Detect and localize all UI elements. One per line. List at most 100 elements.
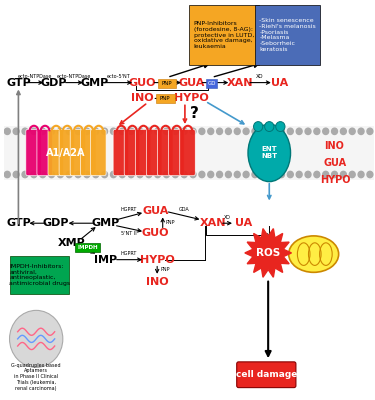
Circle shape	[217, 128, 222, 134]
Circle shape	[4, 171, 10, 178]
Circle shape	[279, 128, 284, 134]
FancyBboxPatch shape	[70, 129, 86, 176]
Circle shape	[199, 128, 205, 134]
Circle shape	[190, 171, 196, 178]
Circle shape	[261, 128, 267, 134]
Circle shape	[155, 128, 160, 134]
Text: PNP: PNP	[160, 268, 170, 272]
FancyBboxPatch shape	[10, 256, 69, 294]
FancyBboxPatch shape	[189, 5, 259, 65]
Circle shape	[332, 128, 338, 134]
FancyBboxPatch shape	[156, 94, 174, 103]
Circle shape	[234, 128, 240, 134]
Circle shape	[261, 171, 267, 178]
Circle shape	[243, 171, 249, 178]
FancyBboxPatch shape	[124, 129, 140, 176]
Circle shape	[75, 171, 81, 178]
Circle shape	[358, 171, 364, 178]
Circle shape	[243, 128, 249, 134]
Text: HYPO: HYPO	[320, 176, 351, 186]
Circle shape	[340, 128, 346, 134]
Circle shape	[31, 128, 37, 134]
FancyBboxPatch shape	[158, 79, 176, 88]
FancyBboxPatch shape	[158, 129, 173, 176]
Circle shape	[270, 128, 276, 134]
Text: IMP: IMP	[94, 255, 117, 265]
Circle shape	[66, 171, 72, 178]
Text: UA: UA	[271, 78, 288, 88]
Polygon shape	[245, 228, 291, 277]
Circle shape	[102, 128, 108, 134]
Text: XAN: XAN	[200, 218, 226, 228]
Circle shape	[305, 128, 311, 134]
Circle shape	[111, 171, 116, 178]
Circle shape	[332, 171, 338, 178]
Text: GUO: GUO	[129, 78, 156, 88]
Circle shape	[22, 171, 28, 178]
Text: HGPRT: HGPRT	[120, 252, 137, 256]
Circle shape	[208, 128, 214, 134]
Text: INO: INO	[146, 277, 168, 287]
Bar	[4, 126, 374, 180]
Text: XO: XO	[224, 215, 231, 220]
Circle shape	[314, 128, 320, 134]
FancyBboxPatch shape	[135, 129, 151, 176]
FancyBboxPatch shape	[26, 129, 41, 176]
Circle shape	[323, 171, 328, 178]
Text: XMP: XMP	[58, 238, 86, 248]
Circle shape	[128, 128, 134, 134]
Circle shape	[155, 171, 160, 178]
Text: GUA: GUA	[178, 78, 205, 88]
Circle shape	[57, 171, 63, 178]
Text: XAN: XAN	[226, 78, 253, 88]
Text: GTP: GTP	[6, 78, 31, 88]
Text: GUA: GUA	[324, 158, 347, 168]
Circle shape	[172, 128, 178, 134]
Circle shape	[287, 128, 293, 134]
Circle shape	[40, 171, 46, 178]
Text: 5'NT II: 5'NT II	[121, 231, 136, 236]
Circle shape	[279, 171, 284, 178]
Circle shape	[146, 171, 152, 178]
Text: A1/A2A: A1/A2A	[46, 148, 86, 158]
Circle shape	[349, 128, 355, 134]
FancyBboxPatch shape	[81, 129, 96, 176]
FancyBboxPatch shape	[37, 129, 52, 176]
Text: HYPO: HYPO	[174, 94, 209, 104]
Text: GUO: GUO	[142, 228, 169, 238]
Circle shape	[199, 171, 205, 178]
Text: INO: INO	[324, 141, 344, 151]
Text: ENT
NBT: ENT NBT	[261, 146, 278, 160]
Text: ecto-NTPDase: ecto-NTPDase	[18, 74, 52, 79]
Text: XO: XO	[256, 74, 264, 79]
Circle shape	[119, 171, 125, 178]
Circle shape	[252, 171, 258, 178]
Text: -Skin senescence
-Riehl's melanosis
-Psoriasis
-Melasma
-Seborrheic
keratosis: -Skin senescence -Riehl's melanosis -Pso…	[259, 18, 316, 52]
Circle shape	[270, 171, 276, 178]
Circle shape	[137, 171, 143, 178]
Circle shape	[102, 171, 108, 178]
Ellipse shape	[265, 122, 274, 132]
Ellipse shape	[289, 236, 339, 272]
Circle shape	[190, 128, 196, 134]
Circle shape	[367, 171, 373, 178]
FancyBboxPatch shape	[75, 243, 100, 252]
Circle shape	[181, 171, 187, 178]
Text: ecto-NTPDase: ecto-NTPDase	[57, 74, 91, 79]
Text: cell damage: cell damage	[236, 370, 297, 379]
Circle shape	[40, 128, 46, 134]
Text: GMP: GMP	[91, 218, 120, 228]
Text: UA: UA	[235, 218, 252, 228]
FancyBboxPatch shape	[113, 129, 129, 176]
Circle shape	[252, 128, 258, 134]
Circle shape	[225, 128, 231, 134]
Text: GDP: GDP	[40, 78, 67, 88]
Text: PNP: PNP	[162, 81, 172, 86]
Text: ROS: ROS	[256, 248, 280, 258]
Text: GMP: GMP	[80, 78, 108, 88]
Circle shape	[111, 128, 116, 134]
Text: ecto-5'NT: ecto-5'NT	[106, 74, 130, 79]
Circle shape	[49, 171, 54, 178]
Text: GDP: GDP	[42, 218, 69, 228]
Circle shape	[128, 171, 134, 178]
